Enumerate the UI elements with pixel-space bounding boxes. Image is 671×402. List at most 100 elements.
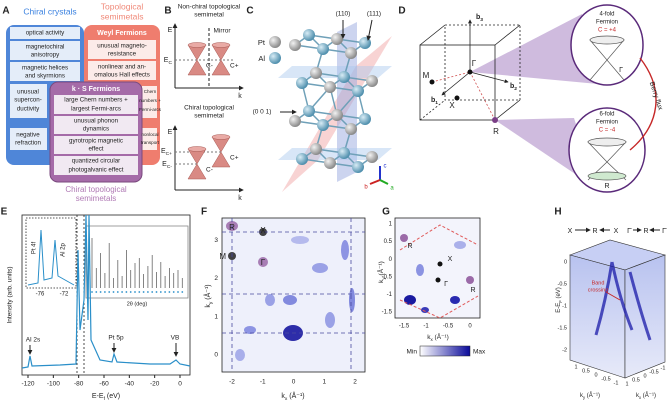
al-atom [303,29,315,41]
intensity-blob [341,240,349,260]
tick-label: 0 [468,324,472,330]
intensity-blob [454,241,466,249]
tick-label: -40 [125,381,135,388]
label: ky (Å⁻¹) [580,392,600,400]
cell-text: anisotropy [31,52,60,59]
plane-110 [337,22,357,182]
xrd-tick [129,291,132,293]
box-header: k · S Fermions [72,86,120,93]
box-title: Chiral topological [65,185,127,194]
label-part: k [580,393,584,399]
label: Max [473,349,486,356]
point-label: M [219,252,226,261]
pt-legend [269,36,281,48]
label-part: x [639,395,642,400]
intensity-blob [259,228,267,236]
label: C = +4 [598,28,617,34]
intensity-blob [349,288,355,312]
tick-label: 1 [574,364,577,370]
al-atom [303,105,315,117]
xrd-tick [168,291,171,293]
label: b2 [510,83,517,92]
pt-atom [331,109,343,121]
label: Fermion [596,20,618,26]
tick-label: -0.5 [601,376,610,382]
intensity-blob [291,236,309,244]
label: C = -4 [599,128,616,134]
band-crossing-pointer [605,291,621,301]
path-label: Γ̄ [662,228,667,235]
tick-label: -0.5 [382,274,393,280]
label-part: k [205,304,212,308]
cone-sketches [587,35,627,181]
cone-rim [211,42,231,48]
cell-text: supercon- [14,97,42,104]
label-part: f [104,396,106,402]
cell-text: negative [16,132,40,139]
cell-text: omalous Hall effects [94,72,150,79]
tick-label: -60 [99,381,109,388]
label-part: E [162,161,167,168]
tick-label: 1 [389,222,393,228]
tick-label: 1 [322,379,326,386]
al-legend [269,52,281,64]
label: Min [407,349,418,356]
al-atom [317,119,329,131]
intensity-blob [312,263,328,273]
xrd-tick [91,291,93,293]
axis-triad [369,166,389,185]
label: (0 0 1) [253,109,272,116]
label-part: C+ [166,151,173,157]
label: Non-chiral topological [178,4,241,11]
xrd-tick [112,291,115,293]
box-title: Chiral crystals [23,6,76,16]
xrd-tick [151,291,154,293]
xrd-peaks [91,238,184,293]
pt-atom [310,67,322,79]
intensity-blob [258,257,268,267]
mid-cells [54,95,138,175]
label: Intensity (arb. units) [7,266,14,323]
panel-letter: E [1,207,8,218]
label: b [364,185,368,191]
path-label: X [614,228,619,235]
cell-text: and skyrmions [25,73,65,80]
xps-spectrum [21,214,191,369]
label-part: b [510,83,514,90]
label: Pt 5p [108,335,124,342]
label-part: (eV) [105,393,120,400]
label: -76 [36,292,45,298]
cells [10,27,157,150]
bz-points [429,69,498,123]
label-part: k [281,393,285,400]
label: semimetal [194,12,224,19]
label: c [384,164,387,170]
label: Pt 4f [32,241,38,254]
colorbar [419,345,471,357]
point-label: Γ [444,281,448,288]
label: Chiral topological [184,105,234,112]
label-part: E-E [92,393,104,400]
f-intensity [226,221,355,361]
xrd-tick [177,291,179,293]
box-title: Topological [101,1,144,11]
cell-text: nonlocal [141,132,158,137]
cell-text: optical activity [26,30,65,37]
pt-atom [310,143,322,155]
cell-text: unusual phonon [74,118,119,125]
label: E-Ef (eV) [92,393,120,402]
h-left [569,254,626,379]
intensity-blob [421,307,429,313]
label: E-EF (eV) [556,287,563,313]
label: (110) [336,11,351,18]
tick-label: 0.5 [632,377,640,383]
tick-label: 0 [389,257,393,263]
point-label: X [448,256,453,263]
point-label: R [407,243,412,250]
label: kx (Å⁻¹) [281,391,304,402]
label-part: (Å⁻¹) [376,261,385,277]
label: R [604,183,609,190]
xrd-tick [134,291,136,293]
label-part: k [427,334,431,341]
